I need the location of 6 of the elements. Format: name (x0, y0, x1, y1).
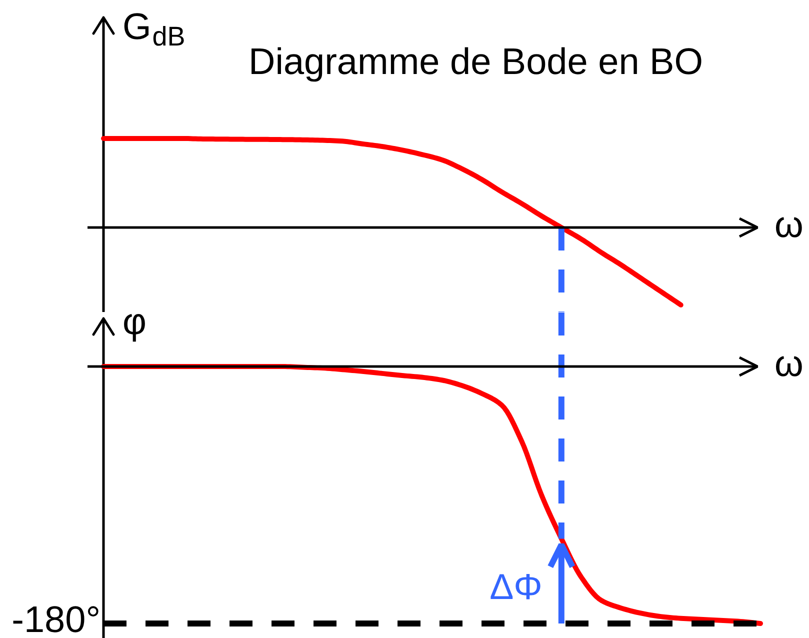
x-axis-title: ω (774, 343, 804, 384)
annotation: -180° (12, 599, 101, 638)
chart-title: Diagramme de Bode en BO (248, 41, 704, 82)
annotation: ΔΦ (490, 566, 542, 607)
y-axis-title: φ (122, 301, 146, 342)
x-axis-title: ω (774, 204, 804, 245)
